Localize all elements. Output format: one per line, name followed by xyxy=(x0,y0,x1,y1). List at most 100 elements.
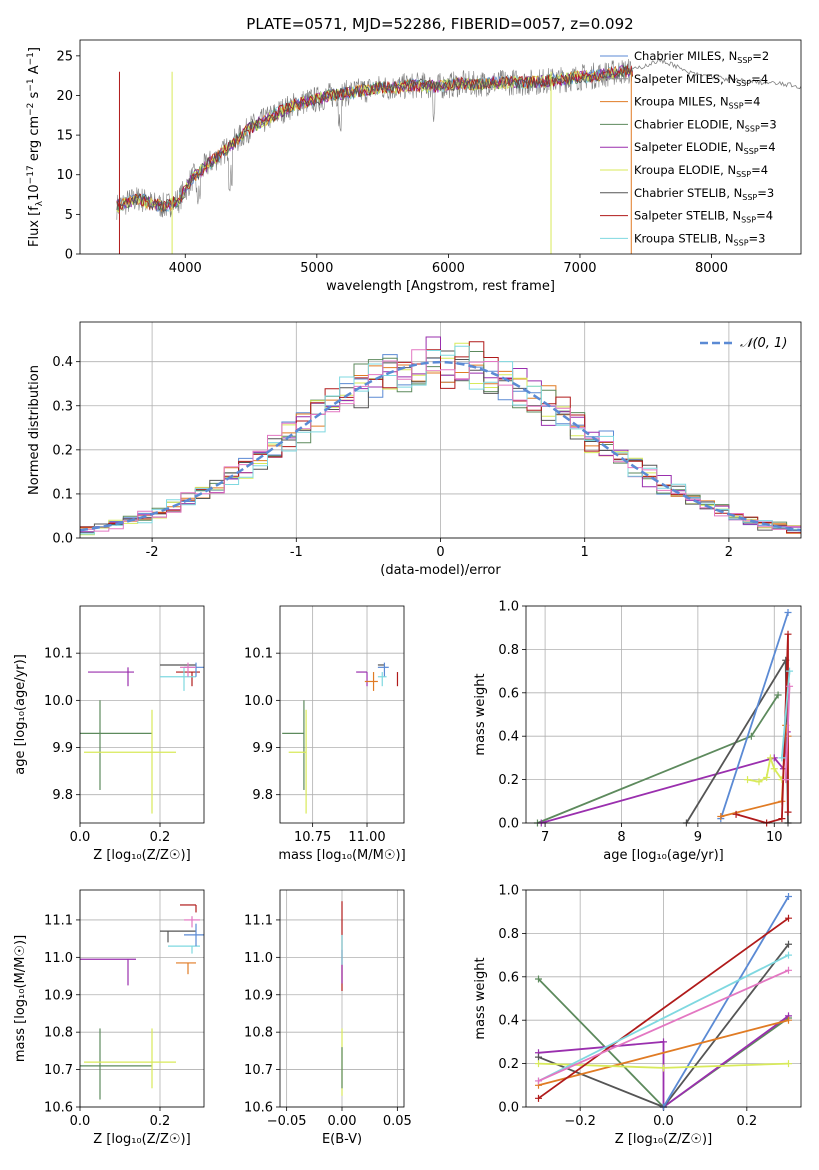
weight-marker xyxy=(766,754,774,762)
weight-marker xyxy=(535,975,542,983)
mass_vs_ebv-frame xyxy=(279,889,405,1108)
y-tick-label: 10.6 xyxy=(44,1101,73,1116)
legend-entry: Chabrier ELODIE, NSSP=3 xyxy=(634,117,777,133)
y-tick-label: 10.8 xyxy=(44,1026,73,1041)
figure-title: PLATE=0571, MJD=52286, FIBERID=0057, z=0… xyxy=(246,15,633,33)
x-tick-label: 7 xyxy=(541,830,549,845)
y-tick-label: 9.8 xyxy=(252,788,273,803)
legend-entry: Salpeter STELIB, NSSP=4 xyxy=(634,209,773,225)
x-tick-label: 6000 xyxy=(432,261,465,276)
age_vs_mass-xlabel: mass [log₁₀(M/M☉)] xyxy=(278,848,405,863)
y-tick-label: 11.1 xyxy=(244,913,273,928)
weight-marker xyxy=(770,765,778,773)
y-tick-label: 10.6 xyxy=(244,1101,273,1116)
gaussian-legend-label: 𝒩(0, 1) xyxy=(740,336,787,351)
plots-layer: 4000 5000 6000 7000 80000510152025wavelength… xyxy=(13,39,802,1147)
weight-series-salpeter_stelib xyxy=(537,917,790,1100)
residual_hist-ylabel: Normed distribution xyxy=(27,365,42,495)
weight-series-kroupa_stelib xyxy=(538,954,789,1082)
spectrum-legend: Chabrier MILES, NSSP=2 Salpeter MILES, NS… xyxy=(600,49,777,247)
legend-entry: Chabrier STELIB, NSSP=3 xyxy=(634,186,774,202)
x-tick-label: 0.0 xyxy=(70,1114,91,1129)
model-spectrum-salpeter_elodie xyxy=(116,64,633,211)
weight-marker xyxy=(782,776,790,784)
y-tick-label: 10.9 xyxy=(44,988,73,1003)
x-tick-label: 10 xyxy=(766,830,783,845)
x-tick-label: 0.0 xyxy=(70,830,91,845)
weight-marker xyxy=(785,1060,792,1068)
weight-marker xyxy=(744,776,752,784)
weight-series-chabrier_miles xyxy=(719,612,789,819)
x-tick-label: 1 xyxy=(581,545,589,560)
weight-marker xyxy=(535,1060,542,1068)
mass_weight_vs_age-lines xyxy=(533,609,794,827)
age_vs_Z-xlabel: Z [log₁₀(Z/Z☉)] xyxy=(93,848,190,863)
y-tick-label: 0.0 xyxy=(498,817,519,832)
y-tick-label: 20 xyxy=(56,89,73,104)
y-tick-label: 25 xyxy=(56,49,73,64)
y-tick-label: 0.1 xyxy=(52,487,73,502)
weight-marker xyxy=(785,966,792,974)
residual_hist-xlabel: (data-model)/error xyxy=(380,563,501,578)
x-tick-label: 8000 xyxy=(695,261,728,276)
y-tick-label: 0.3 xyxy=(52,399,73,414)
weight-marker xyxy=(784,808,792,816)
y-tick-label: 0.0 xyxy=(498,1101,519,1116)
y-tick-label: 15 xyxy=(56,129,73,144)
legend-entry: Chabrier MILES, NSSP=2 xyxy=(634,49,769,65)
age_vs_mass-frame xyxy=(279,605,405,824)
y-tick-label: 11.1 xyxy=(44,913,73,928)
weight-series-chabrier_miles xyxy=(662,896,790,1108)
y-tick-label: 0.8 xyxy=(498,643,519,658)
y-tick-label: 0.0 xyxy=(52,532,73,547)
age_vs_mass-axes: 10.75 11.00 9.8 9.9 10.0 10.1 xyxy=(244,606,404,845)
model-extension xyxy=(632,57,801,90)
y-tick-label: 0.2 xyxy=(498,773,519,788)
legend-entry: Kroupa STELIB, NSSP=3 xyxy=(634,231,765,247)
x-tick-label: 0.0 xyxy=(653,1114,674,1129)
weight-marker xyxy=(660,1064,667,1072)
weight-marker xyxy=(778,815,786,823)
weight-marker xyxy=(717,812,725,820)
legend-entry: Kroupa MILES, NSSP=4 xyxy=(634,95,760,111)
mass_vs_Z-axes: 0.0 0.2 10.6 10.7 10.8 10.9 11.0 11.1 xyxy=(44,890,204,1129)
y-tick-label: 10.1 xyxy=(244,647,273,662)
weight-marker xyxy=(784,630,792,638)
mass_weight_vs_age-ylabel: mass weight xyxy=(473,673,488,755)
weight-marker xyxy=(785,951,792,959)
weight-marker xyxy=(785,914,792,922)
x-tick-label: 10.75 xyxy=(294,830,331,845)
mass_vs_Z-points xyxy=(80,904,204,1100)
weight-marker xyxy=(732,810,740,818)
y-tick-label: 5 xyxy=(65,208,73,223)
x-tick-label: 4000 xyxy=(169,261,202,276)
weight-marker xyxy=(786,667,794,675)
y-tick-label: 10 xyxy=(56,168,73,183)
spectrum-frame xyxy=(79,39,802,255)
mass_weight_vs_Z-axes: −0.2 0.0 0.2 0.0 0.2 0.4 0.6 0.8 1.0 xyxy=(498,884,801,1129)
y-tick-label: 10.9 xyxy=(244,988,273,1003)
x-tick-label: -2 xyxy=(146,545,159,560)
y-tick-label: 11.0 xyxy=(44,951,73,966)
weight-series-pink xyxy=(784,686,791,780)
mass_weight_vs_Z-xlabel: Z [log₁₀(Z/Z☉)] xyxy=(615,1132,712,1147)
weight-series-kroupa_miles xyxy=(538,1019,789,1087)
weight-marker xyxy=(785,893,792,901)
residual-frame xyxy=(79,321,802,539)
legend-entry: Kroupa ELODIE, NSSP=4 xyxy=(634,163,768,179)
weight-series-pink xyxy=(538,969,789,1082)
weight-marker xyxy=(535,1053,542,1061)
x-tick-label: 0.2 xyxy=(736,1114,757,1129)
weight-marker xyxy=(778,754,786,762)
model-spectrum-chabrier_stelib xyxy=(116,65,633,214)
mass_weight_vs_Z-frame xyxy=(525,889,802,1108)
weight-marker xyxy=(763,773,771,781)
y-tick-label: 0.4 xyxy=(498,730,519,745)
y-tick-label: 0.2 xyxy=(498,1057,519,1072)
x-tick-label: 7000 xyxy=(563,261,596,276)
spectrum-ylabel: Flux [fλ10−17 erg cm−2 s−1 A−1] xyxy=(26,47,45,247)
x-tick-label: 11.00 xyxy=(348,830,385,845)
age_vs_Z-ylabel: age [log₁₀(age/yr)] xyxy=(13,654,28,775)
y-tick-label: 0 xyxy=(65,248,73,263)
